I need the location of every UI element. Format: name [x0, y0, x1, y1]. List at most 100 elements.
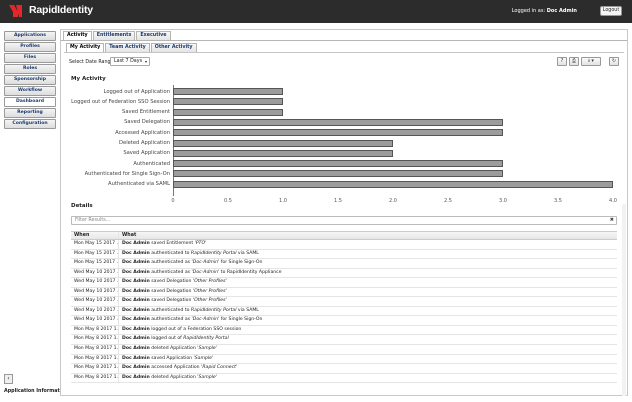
tab-other-activity[interactable]: Other Activity: [150, 43, 197, 52]
cell-suffix: ': [225, 288, 227, 294]
cell-when: Wed May 10 2017 ...: [71, 268, 119, 278]
logout-button[interactable]: Logout: [600, 6, 622, 16]
sidebar-item-dashboard[interactable]: Dashboard: [4, 97, 56, 107]
sidebar-item-configuration[interactable]: Configuration: [4, 119, 56, 129]
cell-suffix: ': [235, 365, 238, 371]
cell-when: Mon May 15 2017 ...: [71, 259, 119, 268]
sidebar-item-sponsorship[interactable]: Sponsorship: [4, 75, 56, 85]
cell-user: Doc Admin: [122, 365, 150, 371]
table-row[interactable]: Mon May 8 2017 1... Doc Admin deleted App…: [71, 373, 617, 384]
chart-bar: [173, 139, 393, 147]
cell-object: Other Profiles: [194, 298, 226, 304]
application-information-link[interactable]: Application Information: [4, 389, 69, 394]
cell-suffix: ': [215, 374, 217, 380]
table-row[interactable]: Mon May 8 2017 1... Doc Admin saved Appli…: [71, 354, 617, 365]
cell-when: Mon May 15 2017 ...: [71, 249, 119, 259]
cell-when: Mon May 8 2017 1...: [71, 373, 119, 383]
table-row[interactable]: Wed May 10 2017 ... Doc Admin authenticat…: [71, 306, 617, 317]
chevron-down-icon: ▾: [144, 59, 147, 64]
cell-action: authenticated as ': [149, 317, 193, 323]
column-header-what[interactable]: What: [122, 233, 137, 238]
refresh-button[interactable]: ↻: [609, 57, 619, 66]
date-range-select[interactable]: Last 7 Days ▾: [110, 57, 150, 66]
chart-x-tick-label: 2.0: [389, 198, 397, 204]
filter-results-input[interactable]: Filter Results... ✖: [71, 216, 617, 225]
cell-suffix: via SAML: [236, 250, 259, 256]
sidebar-item-workflow[interactable]: Workflow: [4, 86, 56, 96]
table-row[interactable]: Wed May 10 2017 ... Doc Admin saved Deleg…: [71, 287, 617, 298]
cell-user: Doc Admin: [122, 317, 150, 323]
tab-activity[interactable]: Activity: [63, 31, 92, 40]
cell-object: PTO: [195, 241, 206, 246]
tab-team-activity[interactable]: Team Activity: [105, 43, 150, 52]
cell-when: Wed May 10 2017 ...: [71, 306, 119, 316]
cell-action: deleted Application ': [149, 374, 199, 380]
cell-user: Doc Admin: [122, 241, 150, 246]
details-scrollbar[interactable]: [622, 204, 626, 396]
details-table: When What Mon May 15 2017 ... Doc Admin s…: [71, 231, 617, 384]
cell-what: Doc Admin saved Entitlement 'PTO': [119, 240, 617, 249]
sidebar-item-profiles[interactable]: Profiles: [4, 42, 56, 52]
chart-x-tick-label: 3.0: [499, 198, 507, 204]
chart-bar: [173, 108, 283, 116]
clear-filter-icon[interactable]: ✖: [609, 217, 614, 223]
sidebar-item-applications[interactable]: Applications: [4, 31, 56, 41]
tab-executive[interactable]: Executive: [136, 31, 171, 40]
help-button[interactable]: ?: [557, 57, 567, 66]
table-row[interactable]: Mon May 8 2017 1... Doc Admin accessed Ap…: [71, 364, 617, 374]
table-row[interactable]: Mon May 8 2017 1... Doc Admin logged out …: [71, 335, 617, 346]
cell-object: RapidIdentity Portal: [190, 307, 237, 313]
chart-title: My Activity: [71, 76, 106, 82]
chart-x-tick-label: 0: [171, 198, 175, 204]
table-row[interactable]: Wed May 10 2017 ... Doc Admin saved Deleg…: [71, 278, 617, 288]
cell-what: Doc Admin accessed Application 'Rapid Co…: [119, 364, 617, 373]
chart-category-label: Authenticated via SAML: [108, 181, 170, 188]
table-row[interactable]: Wed May 10 2017 ... Doc Admin saved Deleg…: [71, 297, 617, 307]
sidebar-nav: Applications Profiles Files Roles Sponsorshi…: [4, 31, 56, 130]
date-range-value: Last 7 Days: [114, 59, 143, 64]
chart-category-label: Accessed Application: [115, 129, 170, 136]
cell-object: Sample: [198, 346, 216, 352]
table-row[interactable]: Mon May 15 2017 ... Doc Admin authenticat…: [71, 259, 617, 269]
tab-my-activity[interactable]: My Activity: [66, 43, 105, 52]
table-row[interactable]: Wed May 10 2017 ... Doc Admin authenticat…: [71, 268, 617, 279]
table-row[interactable]: Mon May 8 2017 1... Doc Admin deleted App…: [71, 345, 617, 355]
column-header-when[interactable]: When: [71, 232, 119, 239]
sidebar-item-roles[interactable]: Roles: [4, 64, 56, 74]
cell-suffix: ': [212, 355, 214, 361]
chart-x-tick-label: 1.5: [334, 198, 342, 204]
cell-suffix: via SAML: [236, 307, 259, 313]
collapse-sidebar-icon[interactable]: ‹: [4, 374, 13, 384]
print-button[interactable]: ⎙: [569, 57, 579, 66]
tab-entitlements[interactable]: Entitlements: [92, 31, 136, 40]
chart-bar: [173, 129, 503, 137]
chart-category-label: Authenticated for Single Sign-On: [84, 170, 170, 177]
chart-category-label: Logged out of Application: [103, 88, 170, 95]
export-button[interactable]: ⭳ ▾: [581, 57, 601, 66]
cell-user: Doc Admin: [122, 374, 150, 380]
details-title: Details: [71, 203, 93, 209]
cell-what: Doc Admin authenticated to RapidIdentity…: [119, 250, 617, 259]
sub-tab-divider: [64, 52, 624, 53]
rapididentity-logo-icon: [9, 5, 22, 17]
cell-when: Mon May 8 2017 1...: [71, 325, 119, 335]
cell-what: Doc Admin deleted Application 'Sample': [119, 345, 617, 354]
sidebar-item-reporting[interactable]: Reporting: [4, 108, 56, 118]
cell-object: Sample: [198, 374, 216, 380]
activity-bar-chart: Logged out of Application Logged out of F…: [61, 85, 627, 205]
chart-category-label: Deleted Application: [119, 140, 170, 146]
table-row[interactable]: Mon May 8 2017 1... Doc Admin logged out …: [71, 325, 617, 336]
table-header: When What: [71, 231, 617, 240]
cell-what: Doc Admin authenticated as 'Doc-Admin' f…: [119, 259, 617, 268]
cell-action: logged out of a Federation SSO session: [149, 326, 242, 332]
cell-action: authenticated to: [149, 250, 191, 256]
table-row[interactable]: Mon May 15 2017 ... Doc Admin saved Entit…: [71, 240, 617, 250]
chart-x-tick-label: 3.5: [554, 198, 562, 204]
cell-object: Sample: [194, 355, 212, 361]
cell-user: Doc Admin: [122, 355, 150, 361]
table-row[interactable]: Wed May 10 2017 ... Doc Admin authenticat…: [71, 316, 617, 326]
table-row[interactable]: Mon May 15 2017 ... Doc Admin authenticat…: [71, 249, 617, 260]
cell-action: saved Delegation ': [149, 279, 195, 285]
tab-divider: [61, 40, 627, 41]
sidebar-item-files[interactable]: Files: [4, 53, 56, 63]
